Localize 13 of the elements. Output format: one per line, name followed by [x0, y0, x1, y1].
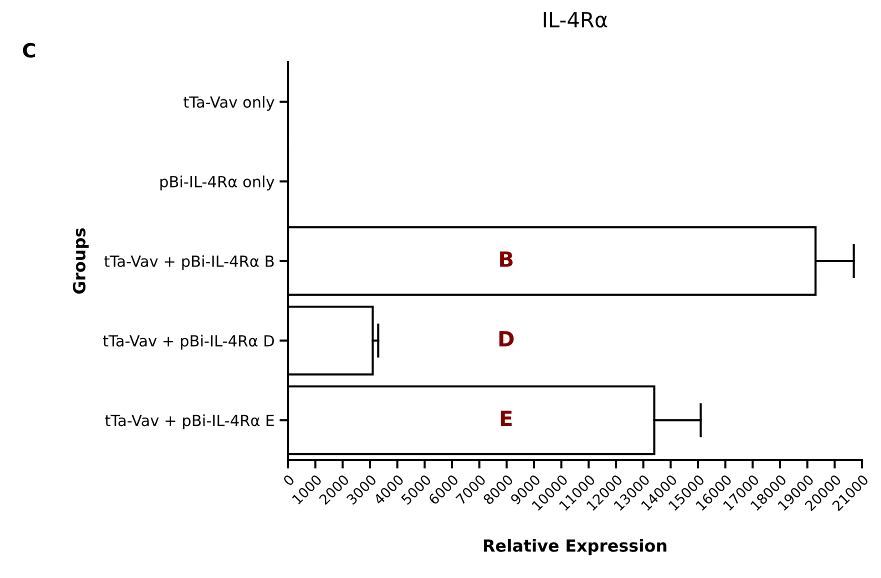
y-axis-title: Groups	[72, 228, 89, 294]
y-tick-label: tTa-Vav + pBi-IL-4Rα D	[103, 334, 274, 350]
x-tick-label: 0	[282, 474, 295, 486]
annotation: D	[499, 331, 514, 346]
y-tick-label: tTa-Vav + pBi-IL-4Rα E	[105, 414, 274, 430]
chart-title: IL-4Rα	[544, 12, 608, 28]
annotation: B	[500, 252, 513, 267]
x-axis-title: Relative Expression	[484, 538, 666, 556]
y-tick-label: tTa-Vav + pBi-IL-4Rα B	[104, 255, 274, 270]
y-tick-label: pBi-IL-4Rα only	[160, 176, 274, 190]
text: C	[22, 42, 36, 58]
y-tick-label: tTa-Vav only	[184, 96, 274, 111]
annotation: E	[500, 410, 512, 426]
